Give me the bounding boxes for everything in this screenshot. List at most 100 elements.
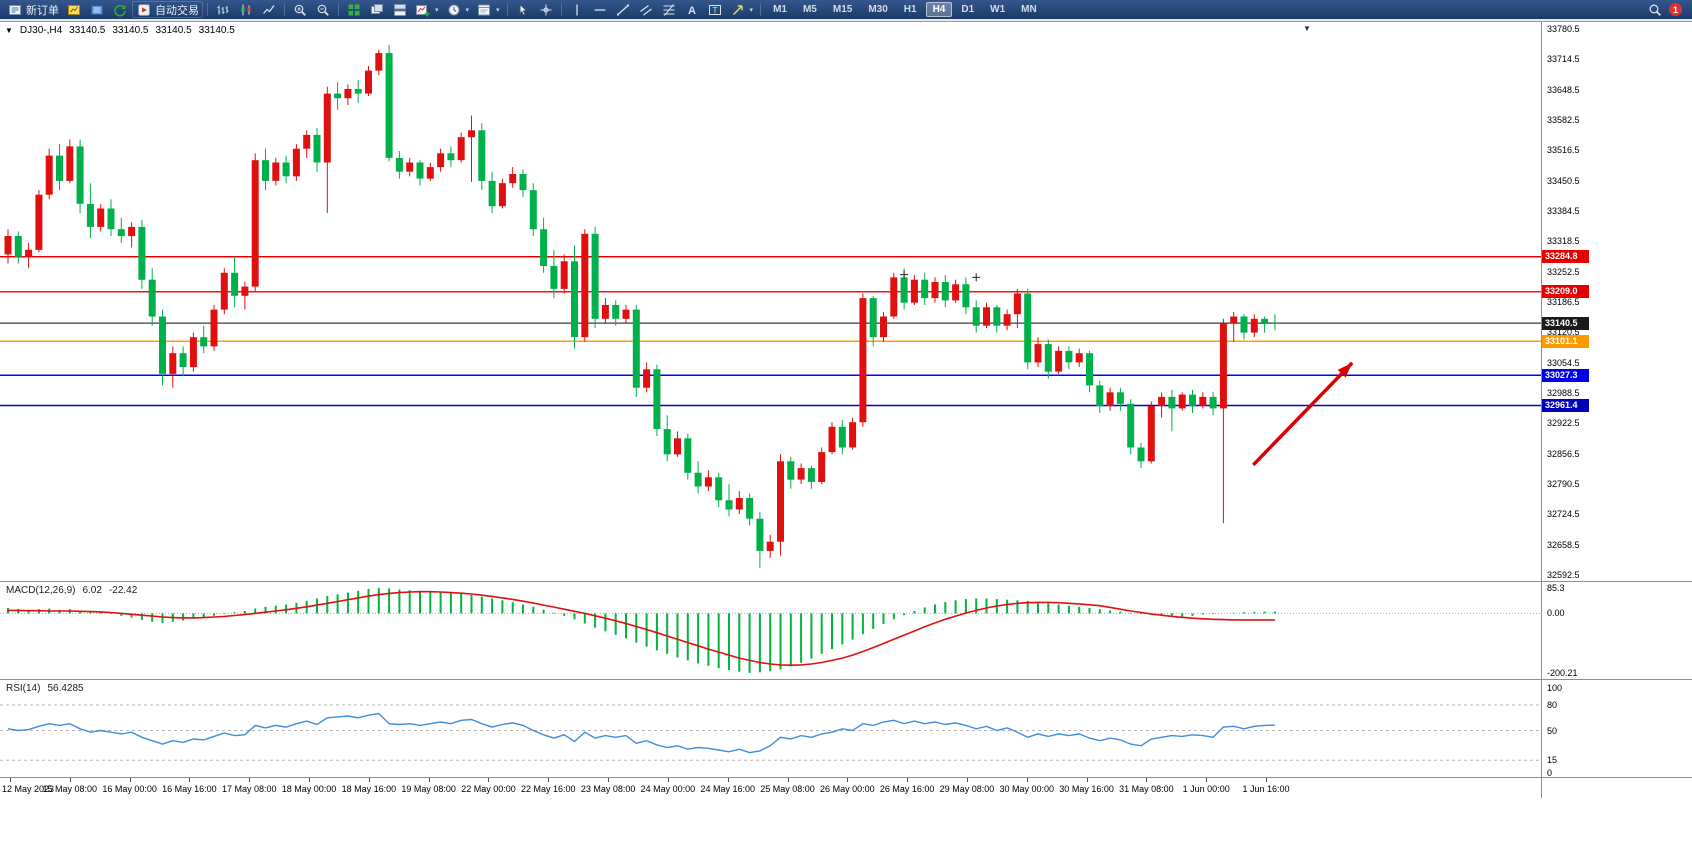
macd-signal-value: -22.42: [108, 585, 138, 596]
candle-body: [272, 162, 280, 181]
candle-body: [962, 284, 970, 308]
time-axis-tick: [1206, 778, 1208, 782]
vertical-line-button[interactable]: [566, 1, 588, 18]
candle-body: [571, 261, 578, 338]
indicators-button[interactable]: ▾: [412, 1, 442, 18]
macd-label-row: MACD(12,26,9) 6.02 -22.42: [6, 585, 138, 596]
timeframe-m30[interactable]: M30: [868, 4, 888, 15]
new-order-button[interactable]: 新订单: [4, 1, 62, 18]
time-axis-label: 16 May 16:00: [162, 784, 217, 794]
timeframe-m1[interactable]: M1: [773, 4, 787, 15]
time-axis-tick: [189, 778, 191, 782]
candle-body: [169, 353, 177, 374]
time-axis-tick: [368, 778, 370, 782]
chart-shift-marker[interactable]: ▼: [1303, 24, 1311, 33]
candle-body: [900, 277, 908, 303]
panel-separator[interactable]: [0, 679, 1692, 680]
horizontal-line-button[interactable]: [589, 1, 611, 18]
time-axis-label: 18 May 16:00: [341, 784, 397, 794]
trendline-button[interactable]: [612, 1, 634, 18]
candle-body: [1230, 316, 1238, 324]
candle-body: [653, 369, 661, 429]
one-click-trading-toggle[interactable]: ▼: [5, 26, 13, 35]
main-price-chart[interactable]: [0, 23, 1541, 581]
time-axis-label: 29 May 08:00: [939, 784, 995, 794]
time-axis-tick: [10, 778, 11, 782]
candle-body: [1158, 396, 1166, 407]
tile-windows-button[interactable]: [343, 1, 365, 18]
candle-body: [447, 153, 455, 161]
refresh-button[interactable]: [109, 1, 131, 18]
timeframe-mn[interactable]: MN: [1021, 4, 1037, 15]
templates-button[interactable]: ▾: [473, 1, 503, 18]
time-axis-label: 1 Jun 16:00: [1242, 784, 1290, 794]
arrow-annotation-head[interactable]: [1337, 362, 1353, 378]
zoom-out-button[interactable]: [312, 1, 334, 18]
price-axis[interactable]: 33780.5 33714.5 33648.5 33582.5 33516.5 33450…: [1542, 22, 1692, 798]
candle-body: [231, 272, 239, 296]
cursor-button[interactable]: [512, 1, 534, 18]
cascade-windows-button[interactable]: [366, 1, 388, 18]
bar-chart-button[interactable]: [212, 1, 234, 18]
price-level-badge-33101.1: 33101.1: [1542, 334, 1589, 348]
text-icon: A: [684, 2, 700, 17]
time-axis-label: 26 May 00:00: [820, 784, 875, 794]
arrows-button[interactable]: ▾: [727, 1, 757, 18]
rsi-label-row: RSI(14) 56.4285: [6, 683, 84, 694]
rsi-panel[interactable]: [0, 680, 1541, 777]
candle-body: [1261, 318, 1269, 323]
time-axis[interactable]: 12 May 2023 15 May 08:00 16 May 00:00 16 Ma…: [0, 778, 1541, 798]
price-axis-label: 32658.5: [1547, 539, 1580, 550]
text-button[interactable]: A: [681, 1, 703, 18]
candle-body: [107, 208, 115, 230]
candle-body: [25, 249, 33, 257]
rsi-scale-label: 50: [1547, 725, 1558, 736]
candle-body: [313, 134, 321, 163]
timeframe-w1[interactable]: W1: [990, 4, 1006, 15]
macd-scale-label: -200.21: [1547, 668, 1578, 678]
candle-body: [251, 160, 259, 287]
candle-body: [385, 53, 393, 158]
arrow-annotation-line[interactable]: [1252, 361, 1354, 467]
timeframe-m5[interactable]: M5: [802, 4, 817, 15]
time-axis-label: 22 May 00:00: [461, 784, 516, 794]
price-axis-label: 32988.5: [1547, 388, 1580, 398]
autotrading-button[interactable]: 自动交易: [132, 1, 203, 18]
fibonacci-button[interactable]: [658, 1, 680, 18]
macd-panel[interactable]: [0, 582, 1541, 679]
notification-badge[interactable]: 1: [1669, 3, 1682, 16]
candle-body: [406, 162, 414, 172]
price-level-badge-33284.8: 33284.8: [1542, 250, 1589, 264]
timeframe-m15[interactable]: M15: [832, 4, 853, 15]
time-axis-label: 1 Jun 00:00: [1182, 784, 1230, 794]
panel-separator[interactable]: [0, 581, 1692, 582]
arrange-windows-button[interactable]: [389, 1, 411, 18]
label-button[interactable]: T: [704, 1, 726, 18]
macd-scale-label: 85.3: [1547, 583, 1565, 593]
price-level-badge-33027.3: 33027.3: [1542, 368, 1589, 382]
crosshair-button[interactable]: [535, 1, 557, 18]
candlestick-chart-button[interactable]: [235, 1, 257, 18]
candle-body: [375, 53, 383, 71]
channel-button[interactable]: [635, 1, 657, 18]
toolbar-separator: [760, 3, 762, 16]
autotrading-icon: [136, 2, 152, 17]
chevron-down-icon: ▾: [435, 6, 439, 14]
zoom-in-button[interactable]: [289, 1, 311, 18]
candle-body: [344, 89, 352, 99]
timeframe-h4[interactable]: H4: [925, 2, 953, 17]
level-lines[interactable]: [0, 256, 1541, 407]
tile-windows-icon: [346, 2, 362, 17]
candle-body: [1096, 385, 1104, 407]
horizontal-line-icon: [592, 2, 608, 17]
market-watch-button[interactable]: [86, 1, 108, 18]
candle-body: [241, 286, 249, 296]
candle-body: [148, 279, 156, 317]
timeframe-h1[interactable]: H1: [903, 4, 917, 15]
timeframe-d1[interactable]: D1: [961, 4, 975, 15]
search-button[interactable]: [1644, 1, 1666, 18]
line-chart-button[interactable]: [258, 1, 280, 18]
chart-profiles-button[interactable]: [63, 1, 85, 18]
candle-body: [1065, 350, 1073, 363]
periods-button[interactable]: ▾: [443, 1, 473, 18]
